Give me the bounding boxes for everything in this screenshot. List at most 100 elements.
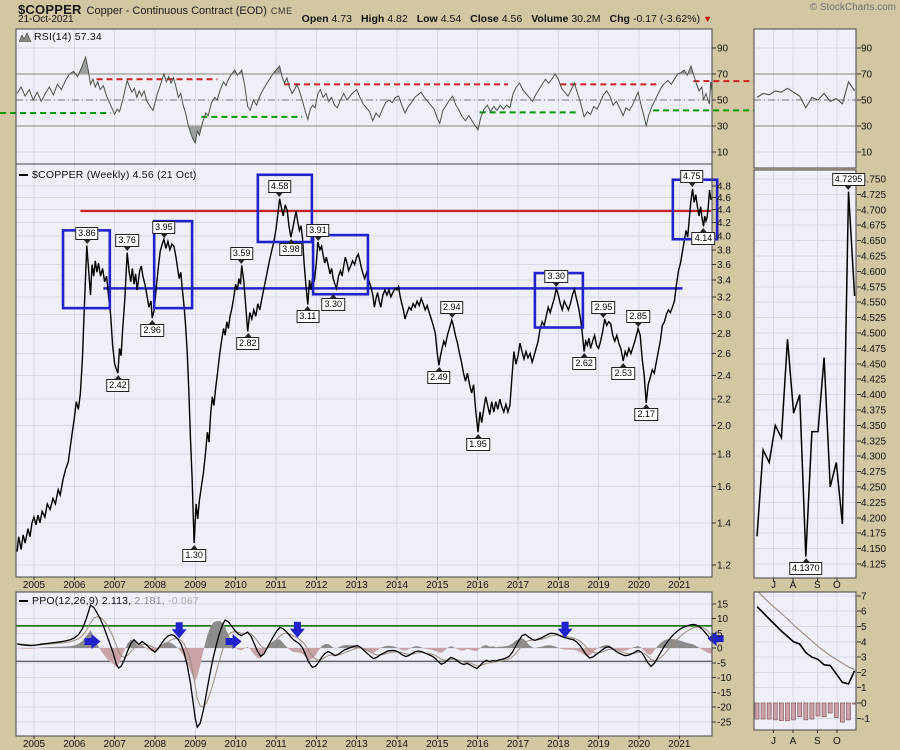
y-axis-tick-label: 5 xyxy=(717,629,723,640)
x-axis-year-label: 2007 xyxy=(104,580,127,591)
x-axis-year-label: 2010 xyxy=(225,580,248,591)
highlight-box xyxy=(256,173,314,244)
quote-field-value: 4.54 xyxy=(440,13,462,25)
y-axis-tick-label: -15 xyxy=(717,688,732,699)
x-axis-year-label: 2021 xyxy=(668,739,691,750)
y-axis-tick-label: 3 xyxy=(861,653,867,664)
x-axis-year-label: 2006 xyxy=(63,580,86,591)
ppo_inset-border xyxy=(753,591,857,731)
line-swatch-icon xyxy=(19,174,28,177)
blue-right-arrow xyxy=(225,634,242,649)
price-annotation: 2.96 xyxy=(140,319,164,337)
y-axis-tick-label: 0 xyxy=(717,644,723,655)
price-annotation: 2.17 xyxy=(634,404,658,422)
ppo-inset-histogram-bar xyxy=(821,702,827,718)
rsi-legend-label: RSI(14) 57.34 xyxy=(34,31,102,43)
ppo-inset-histogram-bar xyxy=(766,702,772,720)
price-annotation: 4.14 xyxy=(691,227,716,245)
y-axis-tick-label: 2.0 xyxy=(717,421,731,432)
price-annotation: 3.98 xyxy=(279,238,303,256)
price-annotation: 4.1370 xyxy=(789,558,823,576)
y-axis-tick-label: 3.6 xyxy=(717,260,731,271)
y-axis-tick-label: 4.275 xyxy=(861,467,886,478)
x-axis-month-label: J xyxy=(771,580,776,591)
y-axis-tick-label: 4.0 xyxy=(717,231,731,242)
y-axis-tick-label: 10 xyxy=(861,148,873,159)
price-annotation: 2.82 xyxy=(235,332,260,350)
price-annotation: 2.53 xyxy=(611,362,635,380)
x-axis-year-label: 2011 xyxy=(265,580,287,591)
price-annotation: 4.58 xyxy=(267,180,292,198)
ppo-inset-histogram-bar xyxy=(754,702,760,720)
x-axis-year-label: 2014 xyxy=(386,580,409,591)
y-axis-tick-label: 4.125 xyxy=(861,560,886,571)
price-annotation: 3.11 xyxy=(296,306,320,324)
indicator-mountain-icon xyxy=(18,32,32,43)
quote-field-label: Close xyxy=(470,13,499,25)
y-axis-tick-label: 4.400 xyxy=(861,390,886,401)
y-axis-tick-label: 70 xyxy=(861,70,873,81)
y-axis-tick-label: 1.2 xyxy=(717,560,731,571)
price-legend-label: $COPPER (Weekly) 4.56 (21 Oct) xyxy=(32,169,197,181)
x-axis-year-label: 2007 xyxy=(104,739,127,750)
price_inset-background xyxy=(754,170,856,578)
y-axis-tick-label: 6 xyxy=(861,607,867,618)
x-axis-year-label: 2012 xyxy=(305,580,328,591)
y-axis-tick-label: 3.8 xyxy=(717,245,731,256)
ppo_main-background xyxy=(16,592,712,736)
price-annotation: 4.75 xyxy=(680,170,704,188)
y-axis-tick-label: 4.200 xyxy=(861,513,886,524)
y-axis-tick-label: 4.525 xyxy=(861,313,886,324)
price-annotation: 1.95 xyxy=(466,433,490,451)
x-axis-year-label: 2016 xyxy=(467,580,490,591)
quote-field-value: 4.56 xyxy=(501,13,523,25)
y-axis-tick-label: 70 xyxy=(717,70,729,81)
ppo-inset-histogram-bar xyxy=(785,702,790,721)
price-line xyxy=(16,188,712,552)
price_inset-border xyxy=(753,169,857,579)
y-axis-tick-label: 50 xyxy=(717,96,729,107)
price-annotation: 3.86 xyxy=(75,227,99,245)
x-axis-year-label: 2017 xyxy=(507,580,530,591)
y-axis-tick-label: 1.4 xyxy=(717,518,731,529)
x-axis-year-label: 2011 xyxy=(265,739,287,750)
quote-field-label: Volume xyxy=(531,13,569,25)
x-axis-year-label: 2005 xyxy=(23,580,46,591)
price-annotation: 3.76 xyxy=(115,234,139,252)
highlight-box xyxy=(311,233,370,296)
y-axis-tick-label: -1 xyxy=(861,714,870,725)
y-axis-tick-label: 15 xyxy=(717,599,729,610)
rsi_inset-background xyxy=(754,29,856,168)
x-axis-year-label: 2019 xyxy=(587,739,610,750)
y-axis-tick-label: 4 xyxy=(861,637,867,648)
x-axis-month-label: O xyxy=(833,580,841,591)
x-axis-month-label: A xyxy=(790,580,797,591)
y-axis-tick-label: 1.8 xyxy=(717,450,731,461)
ppo-inset-signal-line xyxy=(757,592,855,671)
blue-down-arrow xyxy=(557,621,573,638)
y-axis-tick-label: 4.625 xyxy=(861,252,886,263)
y-axis-tick-label: 0 xyxy=(861,699,867,710)
y-axis-tick-label: 4.225 xyxy=(861,498,886,509)
y-axis-tick-label: 1.6 xyxy=(717,482,731,493)
y-axis-tick-label: 30 xyxy=(717,122,729,133)
ppo-legend-signal: 2.181, xyxy=(134,595,165,607)
x-axis-year-label: 2020 xyxy=(628,739,651,750)
y-axis-tick-label: 90 xyxy=(861,44,873,55)
x-axis-year-label: 2008 xyxy=(144,739,167,750)
x-axis-year-label: 2010 xyxy=(225,739,248,750)
y-axis-tick-label: 4.300 xyxy=(861,452,886,463)
y-axis-tick-label: -25 xyxy=(717,717,732,728)
quote-field-value: 4.73 xyxy=(331,13,352,25)
x-axis-year-label: 2019 xyxy=(587,580,610,591)
price-annotation: 2.85 xyxy=(626,309,650,327)
y-axis-tick-label: 4.550 xyxy=(861,298,886,309)
ppo-inset-histogram-bar xyxy=(760,702,766,720)
y-axis-tick-label: 5 xyxy=(861,622,867,633)
x-axis-year-label: 2006 xyxy=(63,739,86,750)
y-axis-tick-label: 10 xyxy=(717,148,729,159)
ppo-inset-histogram-bar xyxy=(833,702,839,718)
y-axis-tick-label: -10 xyxy=(717,673,732,684)
y-axis-tick-label: 4.150 xyxy=(861,544,886,555)
x-axis-year-label: 2012 xyxy=(305,739,328,750)
